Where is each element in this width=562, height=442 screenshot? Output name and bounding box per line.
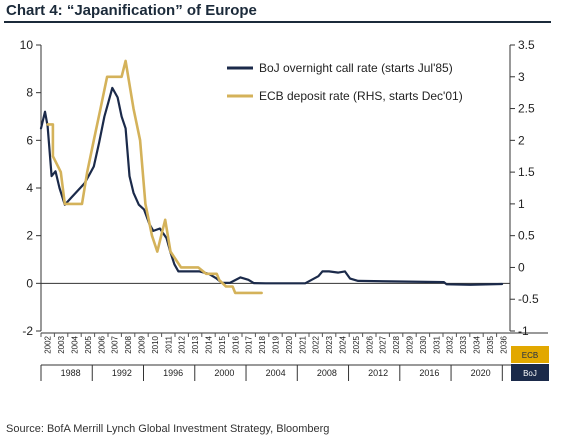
- x-top-tick-label: 2017: [245, 335, 254, 353]
- boj-tag-label: BoJ: [523, 369, 537, 378]
- x-top-tick-label: 2025: [352, 335, 361, 353]
- ecb-tag-box: [511, 346, 549, 363]
- x-top-tick-label: 2005: [84, 335, 93, 353]
- left-tick-label: 4: [26, 181, 33, 195]
- x-top-tick-label: 2034: [473, 335, 482, 353]
- right-tick-label: -1: [518, 324, 529, 338]
- x-bottom-tick-label: 1992: [112, 368, 132, 378]
- right-tick-label: 3.5: [518, 38, 535, 52]
- right-tick-label: 1.5: [518, 165, 535, 179]
- x-top-tick-label: 2006: [97, 335, 106, 353]
- x-top-tick-label: 2014: [205, 335, 214, 353]
- left-axis: -2 0 2 4 6 8 10: [20, 38, 41, 338]
- legend-label-1: ECB deposit rate (RHS, starts Dec'01): [259, 89, 463, 103]
- x-top-tick-label: 2026: [365, 335, 374, 353]
- x-top-tick-label: 2023: [325, 335, 334, 353]
- x-top-tick-label: 2016: [231, 335, 240, 353]
- x-top-tick-label: 2012: [178, 335, 187, 353]
- x-axis: 2002 2003 2004 2005 2006 2007 2008 2009 2010 2011…: [40, 332, 549, 381]
- right-tick-label: 2.5: [518, 102, 535, 116]
- right-tick-label: 0: [518, 260, 525, 274]
- x-top-tick-label: 2036: [499, 335, 508, 353]
- x-top-tick-label: 2031: [432, 335, 441, 353]
- left-tick-label: 10: [20, 38, 34, 52]
- right-tick-label: 3: [518, 70, 525, 84]
- x-top-tick-label: 2024: [339, 335, 348, 353]
- legend: BoJ overnight call rate (starts Jul'85) E…: [227, 61, 463, 103]
- x-top-tick-label: 2027: [379, 335, 388, 353]
- right-tick-label: -0.5: [518, 292, 539, 306]
- x-top-tick-label: 2003: [57, 335, 66, 353]
- legend-label-0: BoJ overnight call rate (starts Jul'85): [259, 61, 453, 75]
- x-top-tick-label: 2009: [138, 335, 147, 353]
- x-top-tick-label: 2004: [71, 335, 80, 353]
- x-top-tick-label: 2007: [111, 335, 120, 353]
- left-tick-label: -2: [22, 324, 33, 338]
- x-top-tick-label: 2008: [124, 335, 133, 353]
- x-top-tick-label: 2013: [191, 335, 200, 353]
- x-top-tick-label: 2018: [258, 335, 267, 353]
- series-line-0: [39, 86, 504, 286]
- x-bottom-tick-label: 1988: [61, 368, 81, 378]
- x-bottom-tick-label: 2020: [471, 368, 491, 378]
- title-rule: [4, 21, 551, 23]
- right-tick-label: 0.5: [518, 229, 535, 243]
- left-tick-label: 6: [26, 133, 33, 147]
- source-note: Source: BofA Merrill Lynch Global Invest…: [6, 423, 330, 435]
- left-tick-label: 2: [26, 229, 33, 243]
- right-axis: -1 -0.5 0 0.5 1 1.5 2 2.5 3 3.5: [510, 38, 539, 338]
- x-top-tick-label: 2028: [392, 335, 401, 353]
- x-top-tick-label: 2015: [218, 335, 227, 353]
- x-top-tick-label: 2022: [312, 335, 321, 353]
- x-top-tick-label: 2030: [419, 335, 428, 353]
- x-top-tick-label: 2029: [406, 335, 415, 353]
- x-bottom-tick-label: 2004: [266, 368, 286, 378]
- right-tick-label: 2: [518, 133, 525, 147]
- x-top-tick-label: 2033: [459, 335, 468, 353]
- x-bottom-tick-label: 2012: [368, 368, 388, 378]
- x-top-tick-label: 2032: [446, 335, 455, 353]
- x-top-tick-label: 2002: [44, 335, 53, 353]
- x-top-tick-label: 2019: [272, 335, 281, 353]
- x-top-tick-label: 2010: [151, 335, 160, 353]
- right-tick-label: 1: [518, 197, 525, 211]
- x-bottom-tick-label: 1996: [163, 368, 183, 378]
- x-top-tick-label: 2035: [486, 335, 495, 353]
- x-bottom-tick-label: 2016: [419, 368, 439, 378]
- x-top-tick-label: 2011: [164, 335, 173, 353]
- x-top-tick-label: 2020: [285, 335, 294, 353]
- ecb-tag-label: ECB: [522, 351, 538, 360]
- x-top-tick-label: 2021: [298, 335, 307, 353]
- boj-tag-box: [511, 364, 549, 381]
- left-tick-label: 8: [26, 86, 33, 100]
- left-tick-label: 0: [26, 276, 33, 290]
- x-bottom-tick-label: 2008: [317, 368, 337, 378]
- series-line-1: [46, 59, 263, 295]
- series-layer: [39, 59, 504, 295]
- chart-title: Chart 4: “Japanification” of Europe: [6, 2, 257, 19]
- x-bottom-tick-label: 2000: [214, 368, 234, 378]
